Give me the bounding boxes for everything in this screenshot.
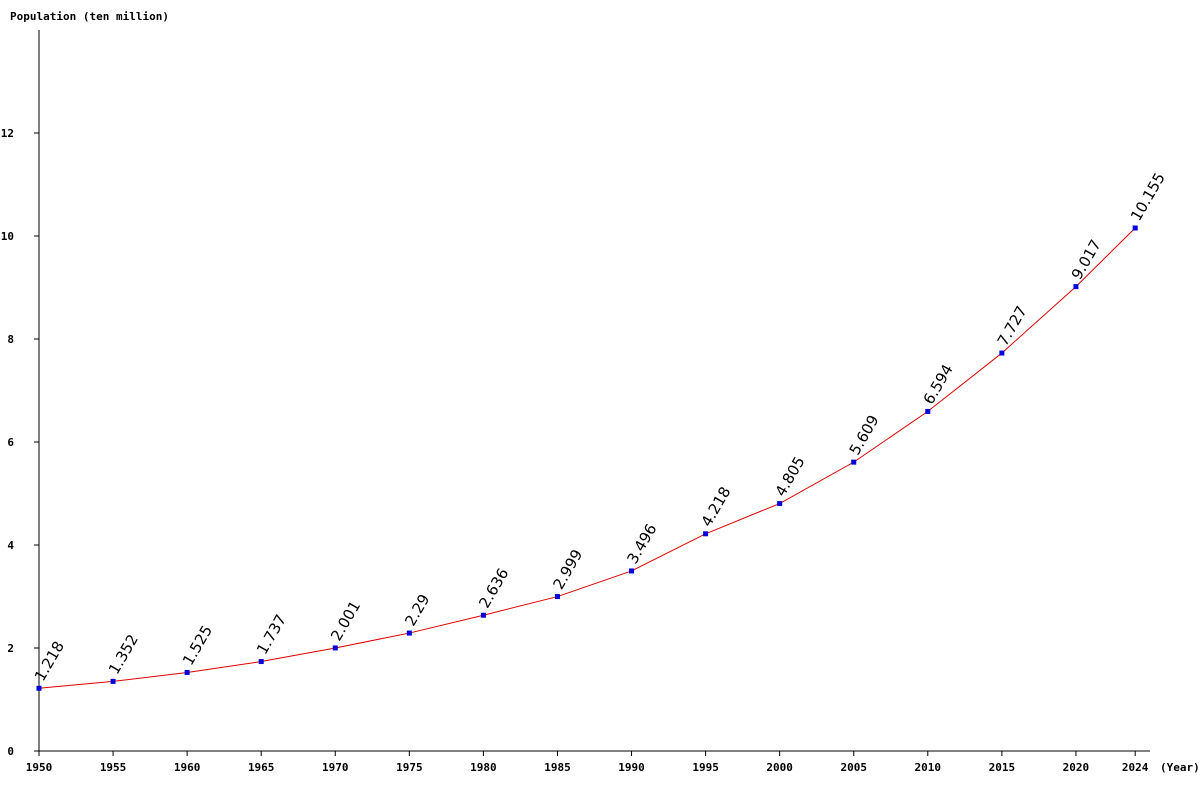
value-label: 1.737 <box>253 611 290 657</box>
marker <box>1073 284 1079 290</box>
y-tick-label: 10 <box>1 230 14 243</box>
x-tick-label: 2010 <box>915 761 942 774</box>
marker <box>1132 225 1138 231</box>
y-tick-label: 4 <box>7 539 14 552</box>
value-label: 1.525 <box>179 622 216 668</box>
x-tick-label: 2024 <box>1122 761 1149 774</box>
marker <box>777 501 783 507</box>
x-tick-label: 1975 <box>396 761 423 774</box>
marker <box>925 408 931 414</box>
marker <box>332 645 338 651</box>
value-label: 2.999 <box>549 546 586 592</box>
marker <box>110 678 116 684</box>
x-tick-label: 1980 <box>470 761 497 774</box>
x-tick-label: 2000 <box>766 761 793 774</box>
value-label: 4.218 <box>697 484 734 530</box>
y-tick-label: 2 <box>7 642 14 655</box>
value-label: 1.352 <box>105 631 142 677</box>
value-label: 2.001 <box>327 598 364 644</box>
y-tick-label: 8 <box>7 333 14 346</box>
x-tick-label: 1950 <box>26 761 53 774</box>
x-tick-label: 1995 <box>692 761 719 774</box>
x-tick-label: 2020 <box>1063 761 1090 774</box>
value-label: 7.727 <box>994 303 1031 349</box>
x-tick-label: 1985 <box>544 761 571 774</box>
y-tick-label: 6 <box>7 436 14 449</box>
marker <box>851 459 857 465</box>
value-label: 4.805 <box>772 453 809 499</box>
x-tick-label: 1965 <box>248 761 275 774</box>
x-tick-label: 1990 <box>618 761 645 774</box>
y-tick-label: 12 <box>1 127 14 140</box>
marker <box>258 659 264 665</box>
marker <box>36 685 42 691</box>
x-tick-label: 1955 <box>100 761 127 774</box>
marker <box>554 594 560 600</box>
value-label: 6.594 <box>920 361 957 407</box>
value-label: 9.017 <box>1068 236 1105 282</box>
marker <box>703 531 709 537</box>
value-label: 3.496 <box>623 521 660 567</box>
marker <box>999 350 1005 356</box>
line <box>38 227 1136 689</box>
value-label: 2.29 <box>401 591 433 629</box>
x-tick-label: 2015 <box>989 761 1016 774</box>
value-label: 2.636 <box>475 565 512 611</box>
value-label: 10.155 <box>1127 170 1169 224</box>
marker <box>184 669 190 675</box>
y-axis-label: Population (ten million) <box>10 10 169 23</box>
marker <box>480 612 486 618</box>
marker <box>629 568 635 574</box>
x-tick-label: 1970 <box>322 761 349 774</box>
x-axis-label: (Year) <box>1160 761 1200 774</box>
y-tick-label: 0 <box>7 745 14 758</box>
marker <box>406 630 412 636</box>
value-label: 1.218 <box>31 638 68 684</box>
x-tick-label: 1960 <box>174 761 201 774</box>
value-label: 5.609 <box>846 412 883 458</box>
x-tick-label: 2005 <box>840 761 867 774</box>
